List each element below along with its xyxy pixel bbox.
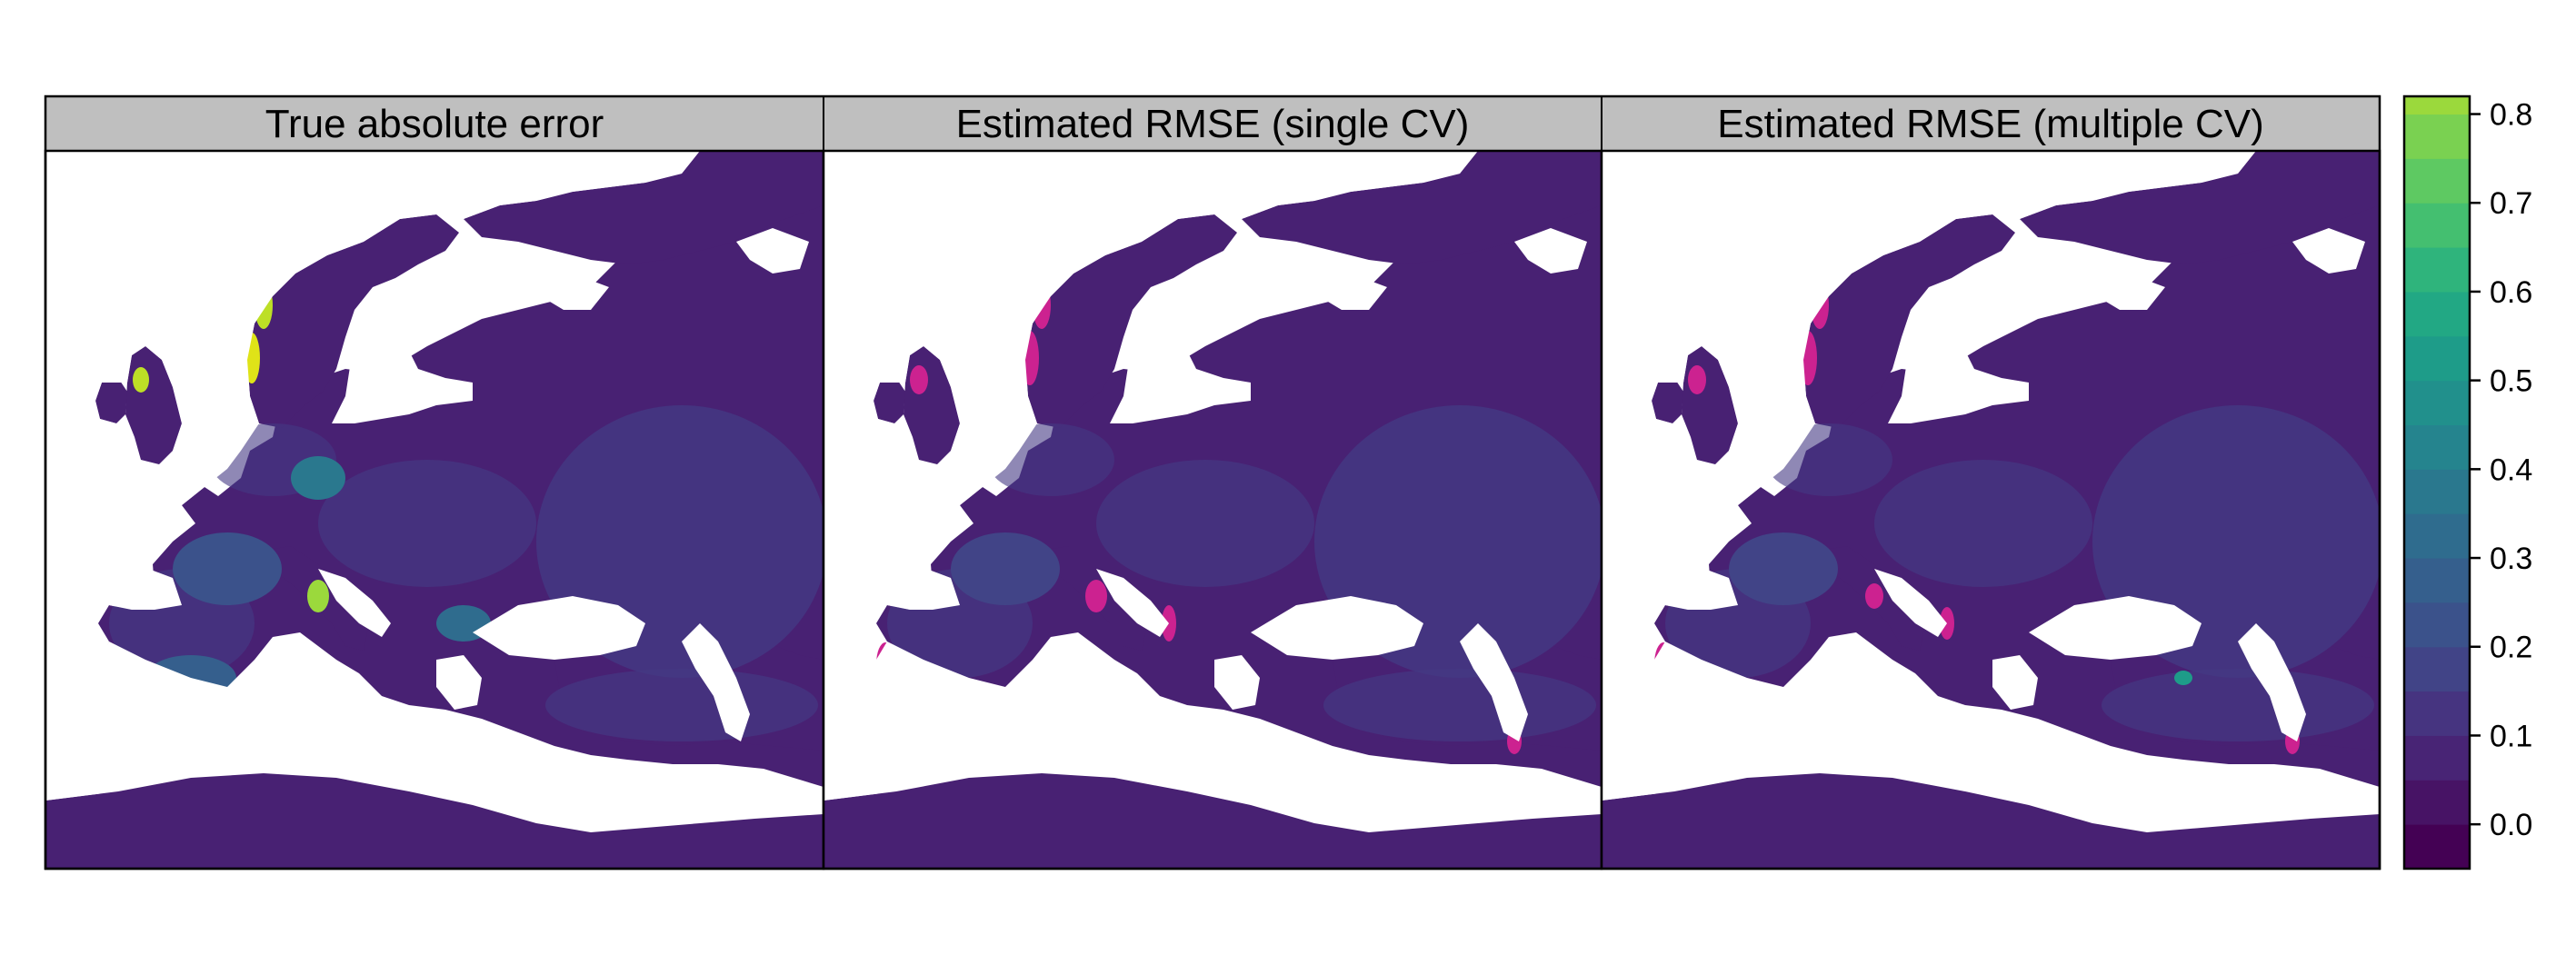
colorbar-swatch (2404, 424, 2470, 470)
panel-strip (45, 95, 824, 152)
hotspot (173, 532, 282, 605)
hotspot (910, 365, 928, 394)
panel-strip (823, 95, 1603, 152)
hotspot (133, 367, 149, 393)
colorbar-tick-label: 0.2 (2490, 631, 2532, 665)
colorbar-tick-label: 0.6 (2490, 275, 2532, 310)
colorbar-swatch (2404, 380, 2470, 425)
colorbar-swatch (2404, 691, 2470, 736)
panel-single: Estimated RMSE (single CV) (822, 95, 1603, 870)
colorbar-tick-label: 0.0 (2490, 808, 2532, 842)
panel-title: Estimated RMSE (multiple CV) (1717, 102, 2263, 146)
outer-frame (44, 95, 2381, 870)
colorbar-tick-label: 0.7 (2490, 186, 2532, 221)
map-area (1600, 149, 2381, 870)
colorbar-swatch (2404, 291, 2470, 337)
colorbar-swatch (2404, 735, 2470, 781)
colorbar-swatch (2404, 558, 2470, 603)
hotspot (1688, 365, 1706, 394)
hotspot (291, 456, 345, 500)
colorbar-swatch (2404, 513, 2470, 559)
panel-title: Estimated RMSE (single CV) (956, 102, 1470, 146)
colorbar-swatch (2404, 247, 2470, 293)
hotspot (951, 532, 1060, 605)
map-area (44, 149, 825, 870)
colorbar: 0.0 0.1 0.2 0.3 0.4 0.5 0.6 0.7 0.8 (2402, 95, 2532, 870)
panel-strip (1601, 95, 2381, 152)
colorbar-swatch (2404, 96, 2470, 115)
colorbar-swatch (2404, 780, 2470, 825)
panel-title: True absolute error (265, 102, 604, 146)
colorbar-tick-label: 0.8 (2490, 98, 2532, 133)
colorbar-tick-label: 0.4 (2490, 453, 2532, 487)
hotspot (1865, 583, 1883, 609)
hotspot (1085, 580, 1107, 612)
colorbar-swatch (2404, 158, 2470, 204)
colorbar-swatch (2404, 114, 2470, 159)
hotspot (1729, 532, 1838, 605)
colorbar-tick-label: 0.3 (2490, 542, 2532, 576)
colorbar-swatch (2404, 824, 2470, 870)
colorbar-tick-label: 0.5 (2490, 364, 2532, 399)
panel-multi: Estimated RMSE (multiple CV) (1600, 95, 2381, 870)
colorbar-tick-label: 0.1 (2490, 719, 2532, 753)
colorbar-swatch (2404, 602, 2470, 648)
colorbar-swatch (2404, 335, 2470, 382)
map-area (822, 149, 1603, 870)
colorbar-frame (2402, 95, 2471, 870)
colorbar-swatch (2404, 203, 2470, 248)
hotspot (2174, 671, 2192, 685)
panel-true: True absolute error (44, 95, 825, 870)
colorbar-swatch (2404, 469, 2470, 514)
colorbar-swatch (2404, 646, 2470, 692)
hotspot (307, 580, 329, 612)
